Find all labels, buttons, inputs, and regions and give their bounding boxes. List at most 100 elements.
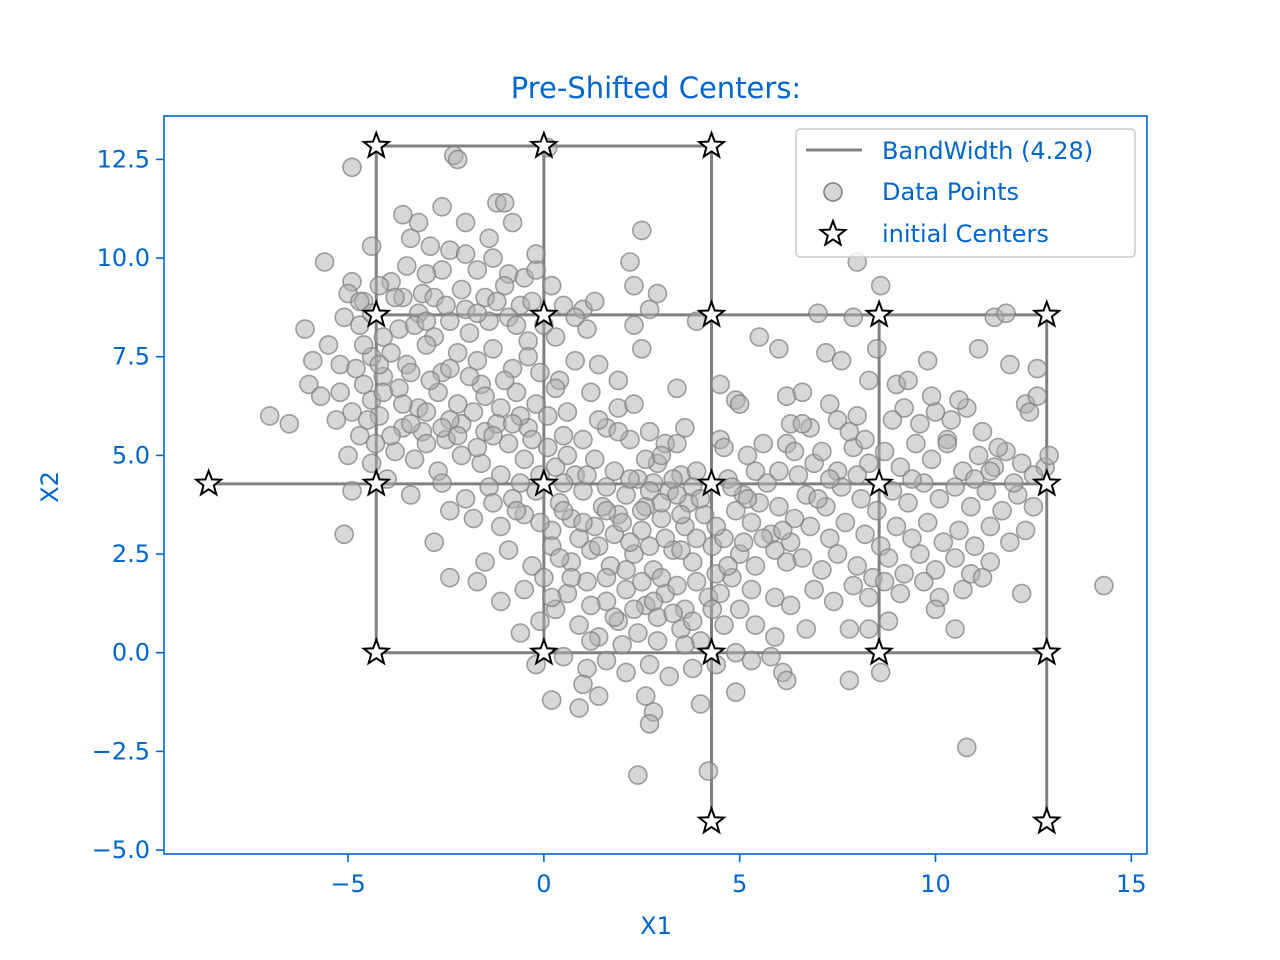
data-point (545, 327, 566, 347)
data-point (921, 386, 942, 407)
data-point (698, 761, 719, 781)
data-point (686, 571, 707, 592)
data-point (761, 646, 781, 667)
data-point (663, 603, 683, 624)
data-point (436, 295, 456, 316)
data-point (620, 469, 640, 489)
data-point (894, 398, 915, 418)
data-point (667, 575, 687, 596)
data-point (620, 532, 640, 553)
data-point (310, 386, 331, 407)
initial-center-star (696, 130, 727, 159)
data-point (769, 496, 789, 517)
data-point (972, 567, 993, 588)
legend-box (795, 128, 1136, 258)
data-point (1027, 386, 1048, 407)
data-point (522, 291, 542, 312)
initial-center-star (528, 299, 559, 328)
data-point (945, 477, 965, 497)
legend-label-data-points: Data Points (882, 178, 1019, 206)
data-point (334, 524, 355, 545)
data-point (671, 504, 691, 525)
data-point (490, 516, 511, 537)
data-point (483, 425, 503, 446)
data-point (490, 591, 511, 612)
data-point (980, 552, 1001, 572)
data-point (1027, 358, 1048, 379)
data-point (898, 370, 918, 391)
data-point (432, 197, 452, 217)
data-point (393, 204, 413, 225)
data-point (373, 327, 394, 347)
data-point (855, 524, 875, 545)
data-point (855, 429, 875, 450)
data-point (408, 212, 429, 233)
data-point (259, 406, 280, 426)
data-point (357, 410, 378, 430)
data-point (902, 469, 922, 489)
data-point (330, 382, 351, 403)
data-point (769, 338, 789, 359)
data-point (823, 591, 844, 612)
x-tick-label: −5 (330, 870, 365, 898)
data-point (682, 658, 703, 679)
data-point (514, 449, 535, 470)
data-point (745, 556, 766, 576)
data-point (972, 421, 993, 442)
data-point (757, 473, 777, 493)
data-point (816, 342, 836, 363)
data-point (1094, 575, 1114, 596)
data-point (737, 445, 758, 466)
data-point (659, 666, 680, 687)
data-point (314, 252, 335, 272)
data-point (725, 682, 746, 703)
data-point (808, 303, 828, 324)
data-point (819, 469, 840, 489)
data-point (581, 595, 601, 616)
data-point (886, 516, 907, 537)
data-point (792, 548, 813, 568)
x-tick-label: 0 (536, 870, 551, 898)
data-point (400, 228, 421, 249)
data-point (671, 540, 691, 560)
data-point (463, 508, 484, 529)
data-point (545, 457, 566, 478)
data-point (608, 421, 629, 442)
data-point (913, 571, 934, 592)
data-point (968, 338, 989, 359)
y-tick-label: 5.0 (112, 441, 150, 469)
x-tick-label: 15 (1116, 870, 1147, 898)
data-point (581, 382, 601, 403)
data-point (612, 634, 633, 655)
data-point (745, 461, 766, 482)
data-point (561, 567, 582, 588)
data-point (467, 350, 488, 371)
data-point (843, 575, 864, 596)
data-point (530, 362, 550, 383)
data-point (369, 354, 390, 375)
data-point (765, 540, 785, 560)
data-point (976, 481, 997, 501)
data-point (859, 587, 879, 608)
plot-frame (163, 115, 1148, 855)
data-point (945, 619, 965, 639)
data-point (624, 315, 644, 336)
data-point (518, 346, 539, 367)
data-point (949, 520, 969, 541)
x-tick-label: 5 (732, 870, 747, 898)
data-point (342, 157, 362, 178)
data-point (710, 583, 730, 604)
data-point (537, 406, 558, 426)
data-point (616, 662, 636, 683)
data-points-layer (259, 137, 1114, 785)
data-point (780, 595, 801, 616)
data-point (839, 670, 860, 691)
data-point (530, 611, 550, 632)
data-point (526, 394, 546, 414)
data-point (526, 244, 546, 264)
data-point (596, 500, 617, 521)
data-point (749, 327, 770, 347)
y-tick-label: 0.0 (112, 639, 150, 667)
data-point (498, 433, 519, 454)
data-point (921, 449, 942, 470)
